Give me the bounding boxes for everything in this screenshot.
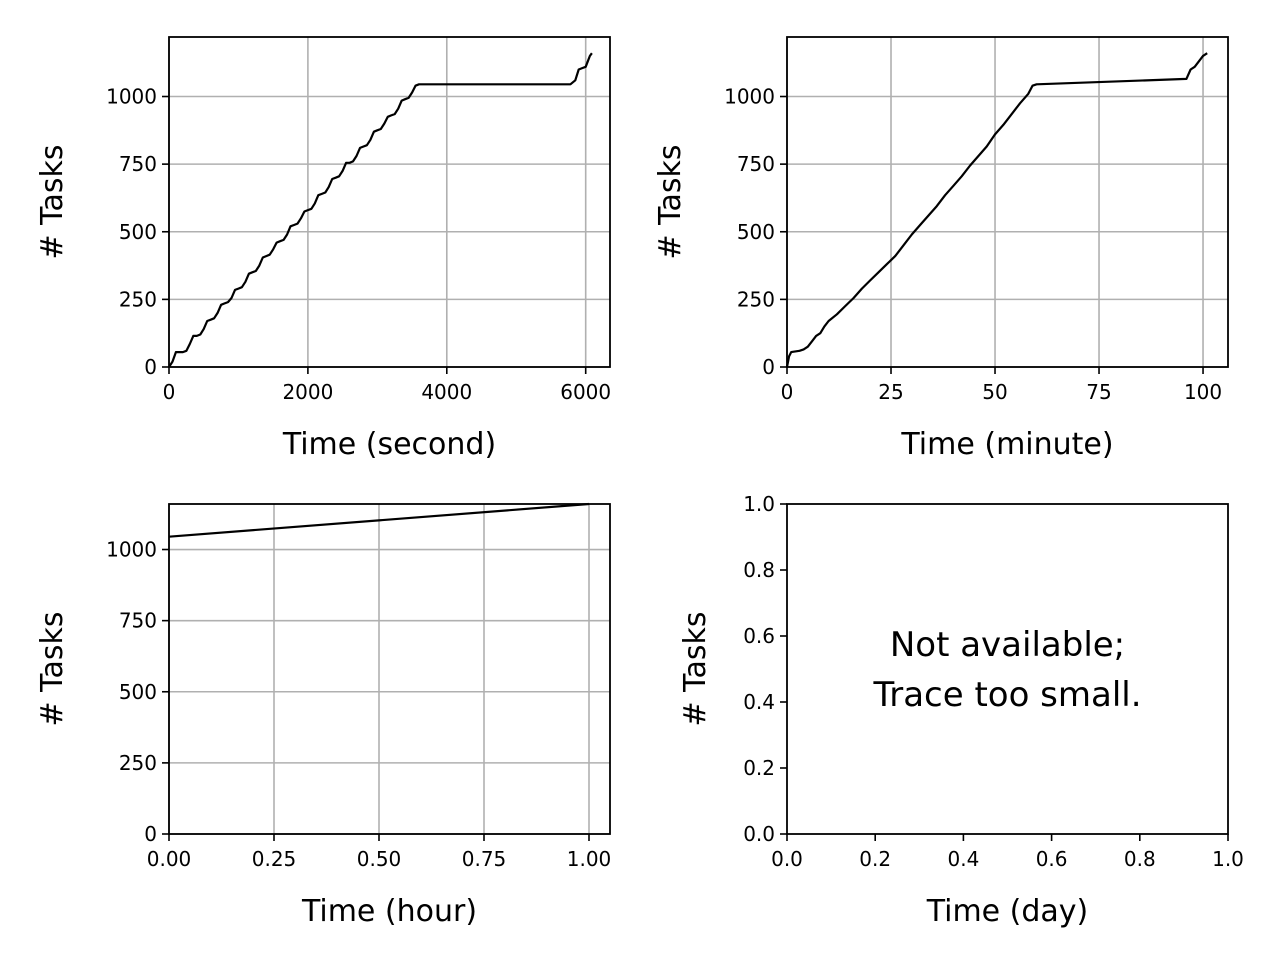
x-tick-label: 0.75 — [462, 847, 507, 871]
axes-frame — [168, 503, 611, 835]
y-tick-label: 750 — [119, 609, 157, 633]
y-tick-label: 500 — [119, 680, 157, 704]
x-tick-label: 1.0 — [1212, 847, 1244, 871]
y-tick-label: 0 — [144, 355, 157, 379]
axes-frame — [168, 36, 611, 368]
x-tick-label: 2000 — [282, 380, 333, 404]
y-tick-label: 1000 — [106, 538, 157, 562]
y-tick-label: 1000 — [724, 85, 775, 109]
y-tick-label: 250 — [737, 287, 775, 311]
y-tick-label: 1000 — [106, 85, 157, 109]
y-tick-label: 500 — [737, 220, 775, 244]
x-tick-label: 0.00 — [147, 847, 192, 871]
y-tick-label: 500 — [119, 220, 157, 244]
series-line — [168, 52, 593, 368]
x-axis-label: Time (day) — [926, 894, 1089, 929]
y-axis-label: # Tasks — [35, 611, 70, 726]
x-tick-label: 0.8 — [1124, 847, 1156, 871]
y-tick-label: 750 — [119, 152, 157, 176]
axes-frame — [786, 503, 1229, 835]
x-axis-label: Time (hour) — [301, 894, 477, 929]
x-tick-label: 0.0 — [771, 847, 803, 871]
x-tick-label: 0.25 — [252, 847, 297, 871]
x-tick-label: 0.2 — [859, 847, 891, 871]
subplot-hours: 0.00 0.25 0.50 0.75 1.00 0 250 500 750 1000 Time (… — [35, 502, 612, 929]
y-tick-label: 750 — [737, 152, 775, 176]
y-tick-label: 0.0 — [743, 822, 775, 846]
x-axis-label: Time (second) — [282, 427, 496, 462]
y-tick-label: 0 — [762, 355, 775, 379]
series-line — [785, 52, 1208, 368]
x-tick-label: 50 — [982, 380, 1007, 404]
x-tick-label: 0.6 — [1036, 847, 1068, 871]
subplot-seconds: 0 2000 4000 6000 0 250 500 750 1000 Time (second)… — [35, 36, 611, 462]
axes-frame — [786, 36, 1229, 368]
x-tick-label: 6000 — [560, 380, 611, 404]
x-tick-label: 4000 — [421, 380, 472, 404]
y-tick-label: 1.0 — [743, 492, 775, 516]
y-tick-label: 0.6 — [743, 624, 775, 648]
x-tick-label: 25 — [878, 380, 903, 404]
y-axis-label: # Tasks — [653, 144, 688, 259]
y-tick-label: 250 — [119, 287, 157, 311]
y-axis-label: # Tasks — [35, 144, 70, 259]
y-tick-label: 250 — [119, 751, 157, 775]
y-tick-label: 0 — [144, 822, 157, 846]
y-tick-label: 0.2 — [743, 756, 775, 780]
annotation-text: Not available; — [890, 625, 1125, 665]
x-tick-label: 0.4 — [947, 847, 979, 871]
series-line — [168, 502, 590, 538]
y-tick-label: 0.4 — [743, 690, 775, 714]
x-axis-label: Time (minute) — [900, 427, 1113, 462]
x-tick-label: 1.00 — [567, 847, 612, 871]
subplot-days: 0.0 0.2 0.4 0.6 0.8 1.0 0.0 0.2 0.4 0.6 0.8 1.0 Time… — [678, 492, 1244, 929]
y-axis-label: # Tasks — [678, 611, 713, 726]
x-tick-label: 0 — [163, 380, 176, 404]
annotation-text: Trace too small. — [872, 675, 1141, 715]
x-tick-label: 75 — [1086, 380, 1111, 404]
x-tick-label: 0.50 — [357, 847, 402, 871]
x-tick-label: 100 — [1184, 380, 1222, 404]
y-tick-label: 0.8 — [743, 558, 775, 582]
x-tick-label: 0 — [781, 380, 794, 404]
